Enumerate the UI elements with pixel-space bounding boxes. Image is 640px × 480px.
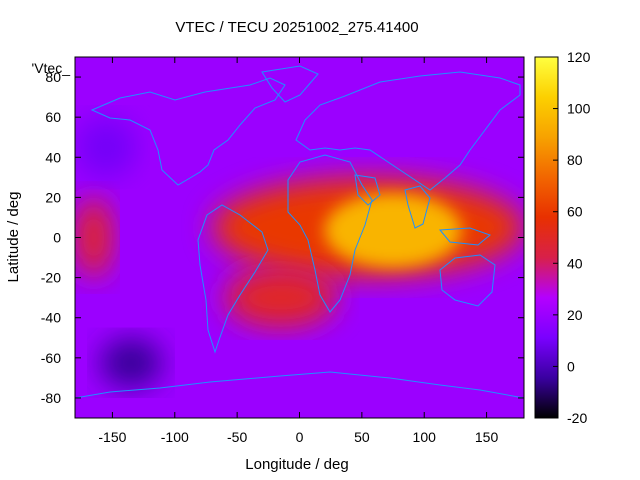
vtec-region-crest-arabia-india <box>324 193 462 268</box>
x-tick-label: 0 <box>296 429 304 445</box>
y-tick-label: -20 <box>41 270 61 286</box>
y-tick-label: -80 <box>41 390 61 406</box>
vtec-region-north-pacific-low <box>75 117 138 178</box>
colorbar-tick-label: 20 <box>567 307 583 323</box>
vtec-regions <box>75 117 524 388</box>
vtec-region-south-atlantic <box>224 267 337 328</box>
colorbar-tick-label: -20 <box>567 410 587 426</box>
colorbar-tick-label: 100 <box>567 101 591 117</box>
x-tick-label: -150 <box>98 429 126 445</box>
x-tick-label: -50 <box>227 429 247 445</box>
colorbar-tick-label: 60 <box>567 204 583 220</box>
vtec-region-south-pacific-minimum <box>99 337 163 388</box>
heatmap-area <box>75 57 524 418</box>
colorbar-tick-label: 80 <box>567 152 583 168</box>
y-axis: -80 -60 -40 -20 0 20 40 60 80 <box>41 69 524 406</box>
colorbar-tick-label: 40 <box>567 255 583 271</box>
x-tick-label: 100 <box>413 429 437 445</box>
vtec-region-central-pacific <box>75 197 113 278</box>
series-key-label: 'Vtec_ <box>32 60 71 76</box>
x-tick-label: -100 <box>161 429 189 445</box>
x-axis: -150 -100 -50 0 50 100 150 <box>98 57 498 445</box>
x-axis-label: Longitude / deg <box>245 456 348 473</box>
colorbar <box>534 56 559 419</box>
y-tick-label: -60 <box>41 350 61 366</box>
colorbar-axis: -20 0 20 40 60 80 100 120 <box>553 49 591 426</box>
y-tick-label: -40 <box>41 310 61 326</box>
coastline-overlay <box>75 65 524 399</box>
y-tick-label: 80 <box>45 69 61 85</box>
y-tick-label: 40 <box>45 149 61 165</box>
y-tick-label: 20 <box>45 189 61 205</box>
y-axis-label: Latitude / deg <box>5 192 22 283</box>
y-tick-label: 60 <box>45 109 61 125</box>
x-tick-label: 50 <box>354 429 370 445</box>
x-tick-label: 150 <box>475 429 499 445</box>
colorbar-tick-label: 120 <box>567 49 591 65</box>
y-tick-label: 0 <box>53 230 61 246</box>
chart-title: VTEC / TECU 20251002_275.41400 <box>175 19 418 36</box>
colorbar-tick-label: 0 <box>567 358 575 374</box>
